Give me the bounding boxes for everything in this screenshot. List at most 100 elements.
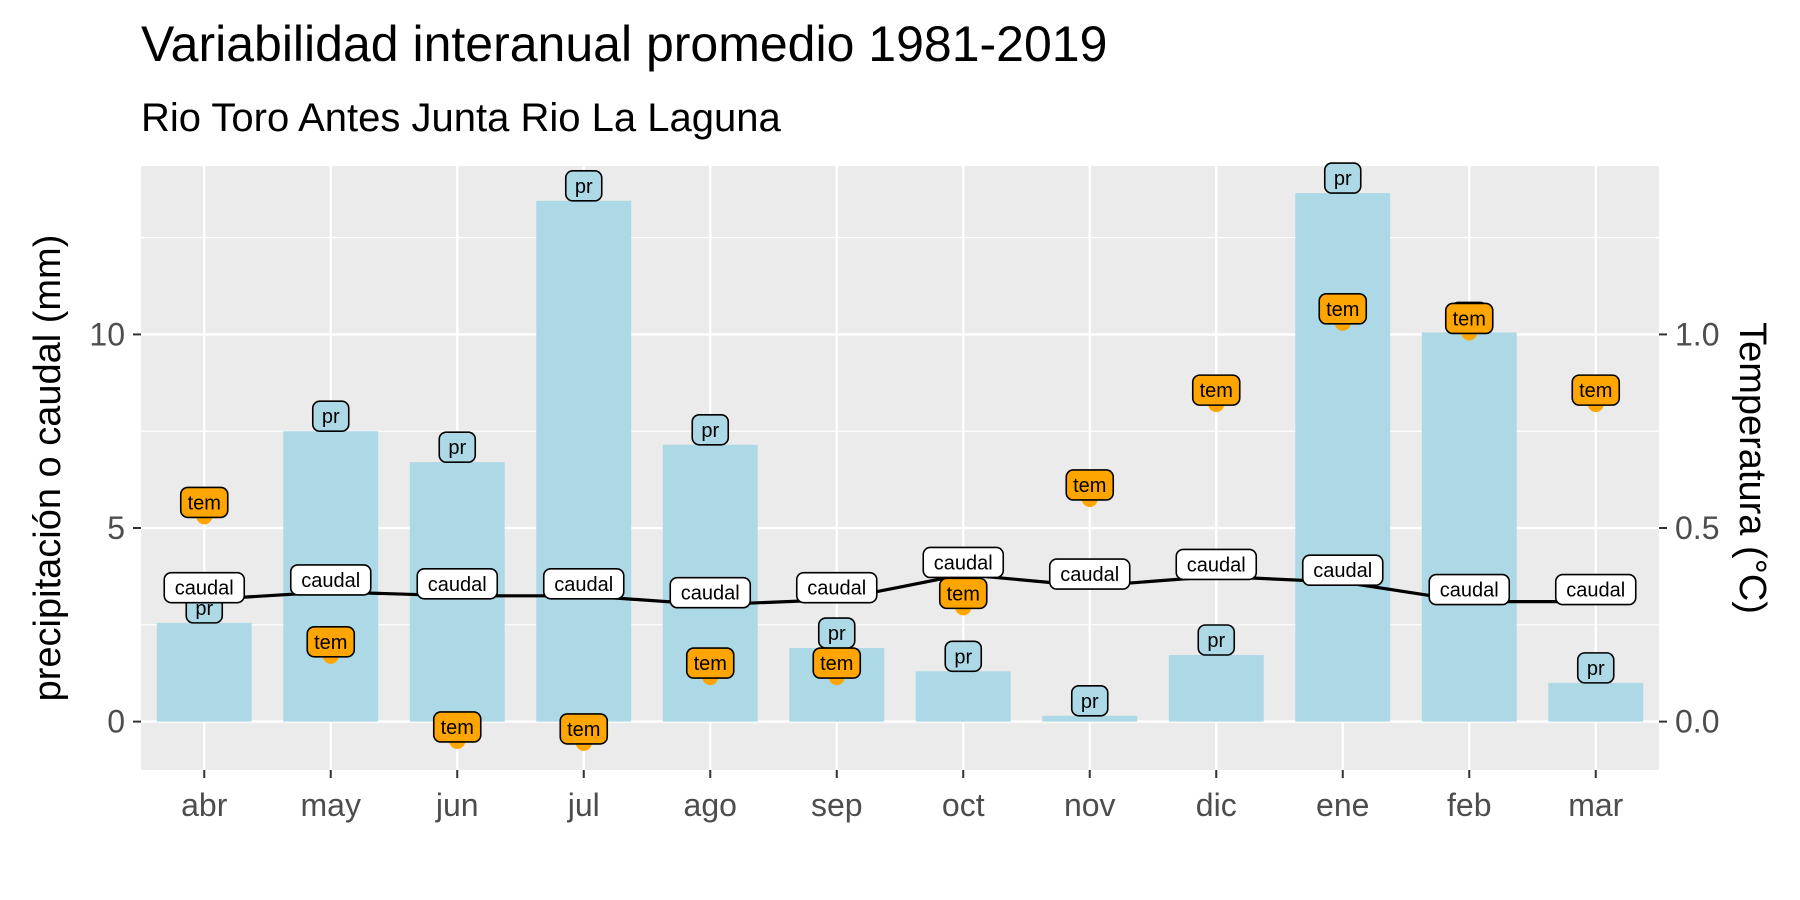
bar-pr [1042, 715, 1138, 722]
y-tick-label-right: 0.5 [1675, 510, 1719, 546]
label-tem-text: tem [820, 653, 853, 675]
label-caudal-box [1554, 573, 1637, 606]
x-tick-label: nov [1064, 787, 1116, 823]
label-pr-text: pr [575, 176, 593, 198]
label-tem-box [1065, 469, 1115, 501]
label-tem-box [559, 713, 609, 745]
label-tem: tem [179, 486, 229, 519]
label-caudal-box [289, 564, 372, 596]
label-caudal-text: caudal [1313, 560, 1372, 582]
x-tick-label: may [301, 787, 361, 823]
label-pr-box [1197, 624, 1236, 656]
label-caudal-text: caudal [807, 578, 866, 600]
label-pr-box [691, 413, 730, 446]
y-tick-label-right: 0.0 [1675, 704, 1719, 740]
bar-pr [915, 671, 1011, 722]
label-tem: tem [1318, 293, 1368, 325]
label-caudal-box [163, 571, 246, 604]
label-tem-box [432, 711, 482, 743]
label-tem: tem [812, 647, 862, 679]
label-pr: pr [691, 413, 730, 446]
label-caudal-text: caudal [1440, 580, 1499, 602]
label-tem-box [306, 625, 356, 658]
x-tick-label: dic [1196, 787, 1237, 823]
label-caudal: caudal [922, 546, 1005, 579]
label-tem-text: tem [947, 583, 980, 605]
label-tem: tem [306, 625, 356, 658]
label-caudal-box [1428, 573, 1511, 606]
label-caudal: caudal [1175, 548, 1258, 581]
bar-pr [536, 200, 632, 722]
label-caudal: caudal [795, 571, 878, 604]
label-caudal: caudal [542, 567, 625, 600]
label-pr: pr [564, 170, 603, 202]
label-caudal-text: caudal [1566, 580, 1625, 602]
label-tem-box [1318, 293, 1368, 325]
label-caudal: caudal [163, 571, 246, 604]
label-tem-box [685, 647, 735, 679]
label-pr-text: pr [448, 437, 466, 459]
label-pr-text: pr [1587, 658, 1605, 680]
label-tem: tem [685, 647, 735, 679]
label-caudal: caudal [289, 564, 372, 596]
label-pr-text: pr [322, 406, 340, 428]
chart-title: Variabilidad interanual promedio 1981-20… [141, 16, 1107, 72]
label-pr-box [1576, 652, 1615, 684]
label-pr: pr [1323, 162, 1362, 194]
bar-pr [1295, 193, 1391, 722]
label-tem-box [1191, 374, 1241, 406]
label-tem-text: tem [567, 719, 600, 741]
label-tem-text: tem [1326, 299, 1359, 321]
x-tick-label: jun [435, 787, 479, 823]
label-tem: tem [1191, 374, 1241, 406]
label-caudal-box [922, 546, 1005, 579]
y-tick-label-left: 10 [89, 316, 125, 352]
label-caudal-text: caudal [1060, 564, 1119, 586]
label-pr-box [311, 400, 350, 433]
y-tick-label-right: 1.0 [1675, 316, 1719, 352]
label-pr-box [944, 640, 983, 673]
axis-ticks: 0 5 10 0.0 0.5 1.0 abr may jun jul ago sep oct nov dic… [89, 316, 1719, 823]
label-caudal: caudal [1301, 554, 1384, 587]
label-pr-text: pr [954, 646, 972, 668]
label-pr-text: pr [1207, 630, 1225, 652]
point-labels: prprprprprprprprprprprprtemtemtemtemtemt… [163, 162, 1637, 745]
label-tem-box [812, 647, 862, 679]
label-tem-text: tem [1579, 380, 1612, 402]
label-caudal: caudal [1048, 558, 1131, 590]
label-pr: pr [1197, 624, 1236, 656]
y-tick-label-left: 5 [107, 510, 125, 546]
label-caudal: caudal [1428, 573, 1511, 606]
label-caudal: caudal [1554, 573, 1637, 606]
label-caudal-box [1301, 554, 1384, 587]
label-caudal-text: caudal [301, 570, 360, 592]
label-tem: tem [559, 713, 609, 745]
y-axis-title-right: Temperatura (°C) [1731, 322, 1773, 614]
label-caudal-text: caudal [934, 552, 993, 574]
label-pr-text: pr [701, 420, 719, 442]
label-caudal-text: caudal [554, 574, 613, 596]
label-tem-box [1571, 374, 1621, 406]
label-caudal: caudal [416, 567, 499, 600]
label-tem: tem [1065, 469, 1115, 501]
label-tem-text: tem [694, 653, 727, 675]
label-tem-text: tem [1200, 380, 1233, 402]
plot-panel [141, 166, 1659, 770]
label-tem-text: tem [1453, 308, 1486, 330]
x-tick-label: ago [684, 787, 737, 823]
label-pr: pr [817, 617, 856, 649]
label-pr: pr [438, 431, 477, 463]
label-pr: pr [1576, 652, 1615, 684]
label-caudal-text: caudal [1187, 554, 1246, 576]
label-caudal-box [416, 567, 499, 600]
x-tick-label: sep [811, 787, 863, 823]
label-caudal-box [542, 567, 625, 600]
label-tem-text: tem [1073, 475, 1106, 497]
label-pr: pr [311, 400, 350, 433]
label-pr-text: pr [1081, 691, 1099, 713]
label-tem: tem [938, 577, 988, 610]
label-caudal-box [669, 576, 752, 609]
label-caudal-text: caudal [175, 578, 234, 600]
label-pr-box [564, 170, 603, 202]
